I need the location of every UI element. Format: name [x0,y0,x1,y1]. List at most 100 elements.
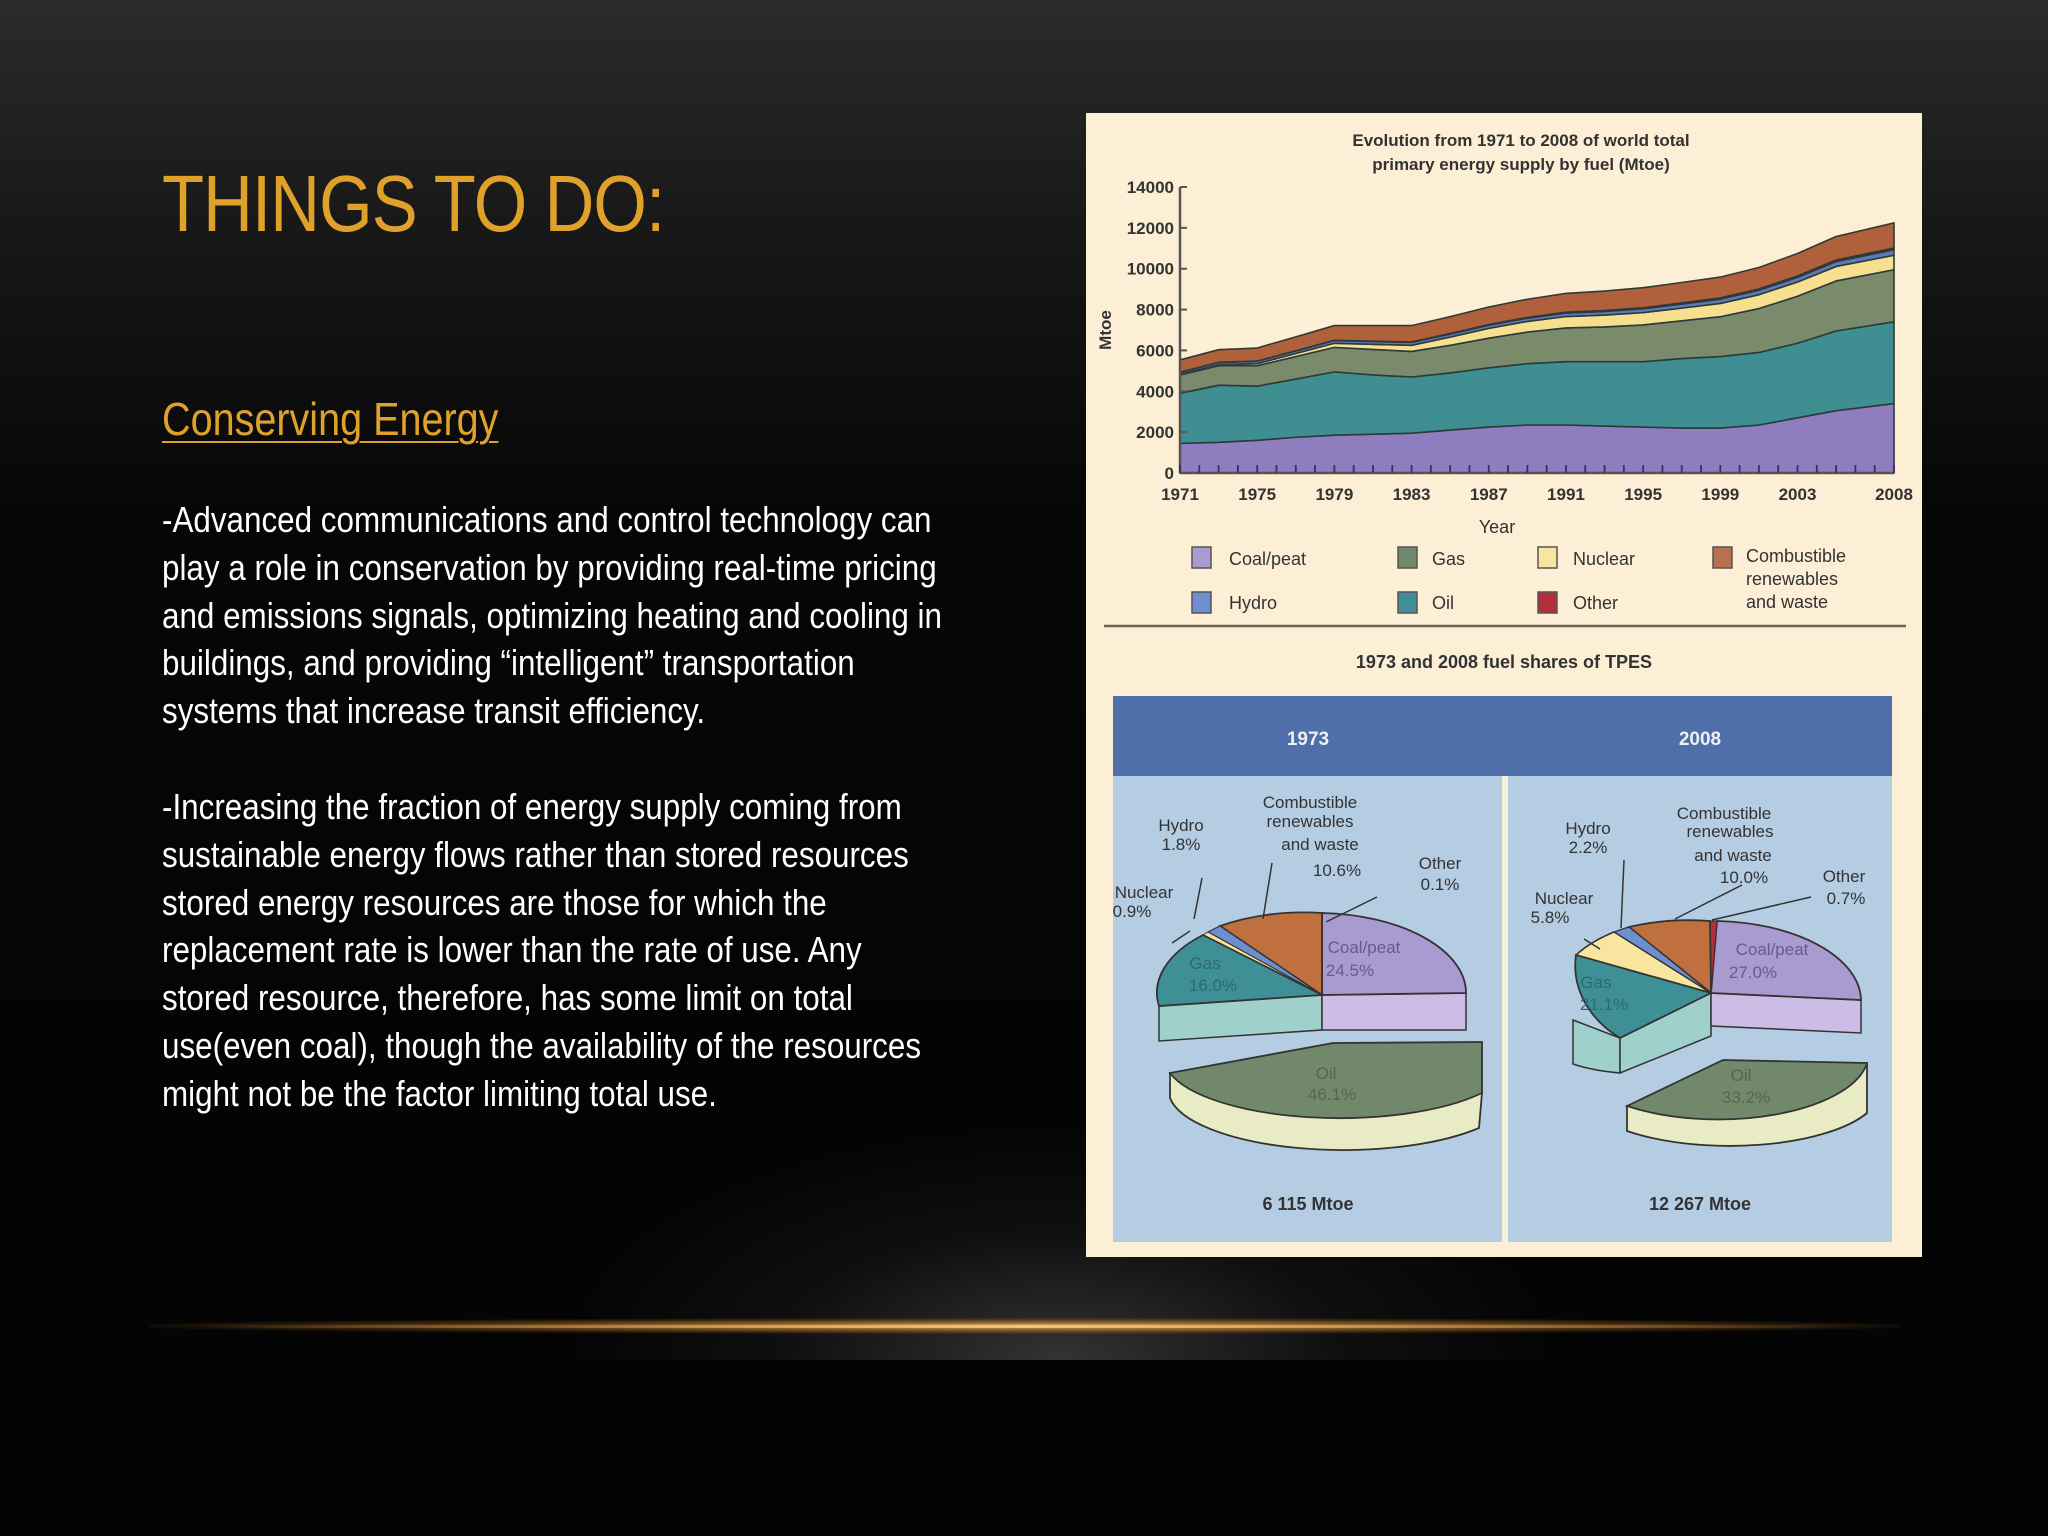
legend-label: Other [1573,593,1618,613]
pie-label-other: Other [1419,854,1462,873]
text-line: buildings, and providing “intelligent” t… [162,642,855,684]
legend-item-coal: Coal/peat [1191,546,1306,569]
area-chart: Evolution from 1971 to 2008 of world tot… [1096,131,1913,628]
leader-line [1711,896,1812,921]
pie-label-nuclear: Nuclear [1115,883,1174,902]
x-tick-label: 1983 [1393,485,1431,504]
text-line: and emissions signals, optimizing heatin… [162,594,942,636]
text-line: sustainable energy flows rather than sto… [162,833,909,875]
pie-label-oil: Oil [1316,1064,1337,1083]
pie-value-other: 0.1% [1421,875,1460,894]
paragraph-sustainable-energy: -Increasing the fraction of energy suppl… [162,783,979,1118]
y-tick-label: 6000 [1136,341,1174,360]
pie-label-combustible: Combustible [1677,804,1772,823]
slide-title: THINGS TO DO: [162,159,665,248]
pie-value-combustible: 10.0% [1720,868,1768,887]
legend-label: Combustible [1746,546,1846,566]
leader-line [1583,938,1601,950]
area-layer-combustible-renewables-and-waste [1179,222,1895,373]
pie-label-gas: Gas [1580,973,1611,992]
y-tick-label: 4000 [1136,382,1174,401]
legend-label: Gas [1432,549,1465,569]
pie-value-gas: 16.0% [1189,976,1237,995]
pie-value-coal: 24.5% [1326,961,1374,980]
text-line: -Increasing the fraction of energy suppl… [162,786,902,827]
section-heading: Conserving Energy [162,393,499,445]
x-tick-label: 1987 [1470,485,1508,504]
pie-2008-oil-slice [1624,1059,1869,1121]
text-line: -Advanced communications and control tec… [162,499,932,540]
legend-label: Nuclear [1573,549,1635,569]
pie-label-combustible: and waste [1694,846,1772,865]
decorative-glow-line-core [200,1325,1850,1328]
y-tick-label: 14000 [1127,178,1174,197]
pie-2008-coal-slice [1710,920,1862,1001]
leader-line [1620,859,1625,929]
legend-label: renewables [1746,569,1838,589]
text-line: play a role in conservation by providing… [162,546,937,588]
pie-1973-coal-slice [1321,912,1467,996]
energy-supply-figure: Evolution from 1971 to 2008 of world tot… [1086,113,1922,1257]
x-tick-label: 2008 [1875,485,1913,504]
pie-label-coal: Coal/peat [1328,938,1401,957]
chart-legend: Coal/peat Gas Nuclear Combustible renewa… [1191,546,1846,614]
oil-swatch [1397,591,1418,614]
x-tick-label: 1991 [1547,485,1585,504]
pie-value-oil: 33.2% [1722,1088,1770,1107]
pie-label-combustible: renewables [1687,822,1774,841]
pie-1973-gas-slice [1156,933,1326,1007]
pie-2008-combustible-slice [1626,919,1712,995]
leader-line [1171,930,1191,944]
pie-1973-combustible-slice [1218,911,1323,997]
pie-value-nuclear: 0.9% [1113,902,1152,921]
legend-label: Oil [1432,593,1454,613]
pie-label-coal: Coal/peat [1736,940,1809,959]
pie-header-bar [1113,696,1892,776]
text-line: might not be the factor limiting total u… [162,1072,717,1114]
leader-line [1674,884,1743,920]
legend-item-nuclear: Nuclear [1537,546,1635,569]
chart-title-line-2: primary energy supply by fuel (Mtoe) [1372,155,1670,174]
pie-2008-total: 12 267 Mtoe [1649,1194,1751,1214]
pie-value-coal: 27.0% [1729,963,1777,982]
pie-label-combustible: renewables [1267,812,1354,831]
combustible-swatch [1712,546,1733,569]
pie-2008-header: 2008 [1679,729,1721,750]
legend-label: Hydro [1229,593,1277,613]
pie-label-gas: Gas [1189,954,1220,973]
coal-swatch [1191,546,1212,569]
pie-1973-coal-side [1321,992,1467,1031]
y-axis-label: Mtoe [1096,310,1115,350]
pie-value-oil: 46.1% [1308,1085,1356,1104]
pie-section-title: 1973 and 2008 fuel shares of TPES [1356,652,1652,672]
nuclear-swatch [1537,546,1558,569]
pie-label-hydro: Hydro [1158,816,1203,835]
pie-label-hydro: Hydro [1565,819,1610,838]
pie-label-other: Other [1823,867,1866,886]
x-tick-label: 2003 [1779,485,1817,504]
pie-label-nuclear: Nuclear [1535,889,1594,908]
gas-swatch [1397,546,1418,569]
pie-value-nuclear: 5.8% [1531,908,1570,927]
text-line: stored energy resources are those for wh… [162,881,827,923]
y-axis-ticks: 0 2000 4000 6000 8000 10000 12000 14000 [1127,178,1187,483]
pie-1973-header: 1973 [1287,729,1329,750]
pie-value-hydro: 1.8% [1162,835,1201,854]
x-tick-label: 1999 [1701,485,1739,504]
legend-item-oil: Oil [1397,591,1454,614]
leader-line [1193,877,1203,920]
legend-label: and waste [1746,592,1828,612]
legend-label: Coal/peat [1229,549,1306,569]
legend-item-gas: Gas [1397,546,1465,569]
pie-chart-2008: Hydro 2.2% Nuclear 5.8% Combustible rene… [1531,804,1869,1214]
pie-value-other: 0.7% [1827,889,1866,908]
pie-label-combustible: and waste [1281,835,1359,854]
y-tick-label: 8000 [1136,301,1174,320]
y-tick-label: 10000 [1127,260,1174,279]
paragraph-communications-technology: -Advanced communications and control tec… [162,496,979,735]
leader-line [1325,896,1378,923]
pie-value-hydro: 2.2% [1569,838,1608,857]
pie-value-gas: 21.1% [1580,995,1628,1014]
text-line: replacement rate is lower than the rate … [162,929,862,971]
pie-1973-total: 6 115 Mtoe [1262,1194,1353,1214]
